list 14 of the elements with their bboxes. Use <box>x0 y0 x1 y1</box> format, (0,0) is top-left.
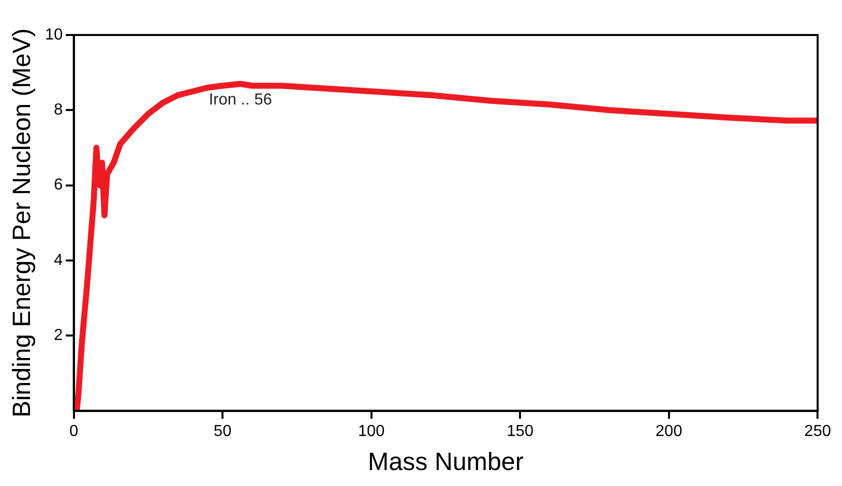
y-tick-label: 8 <box>54 102 63 119</box>
y-tick-label: 10 <box>45 26 63 44</box>
y-tick-label: 6 <box>54 176 63 194</box>
x-tick-label: 100 <box>358 422 385 440</box>
x-axis-title: Mass Number <box>368 448 524 476</box>
y-tick-label: 2 <box>54 327 63 344</box>
x-tick-label: 50 <box>214 422 232 440</box>
x-tick-label: 150 <box>506 422 534 440</box>
annotation: Iron .. 56 <box>208 91 272 108</box>
y-tick-label: 4 <box>54 252 63 269</box>
x-tick-label: 200 <box>656 422 682 440</box>
x-tick-label: 250 <box>804 422 832 440</box>
y-axis-title: Binding Energy Per Nucleon (MeV) <box>8 28 36 418</box>
x-tick-label: 0 <box>69 422 78 440</box>
